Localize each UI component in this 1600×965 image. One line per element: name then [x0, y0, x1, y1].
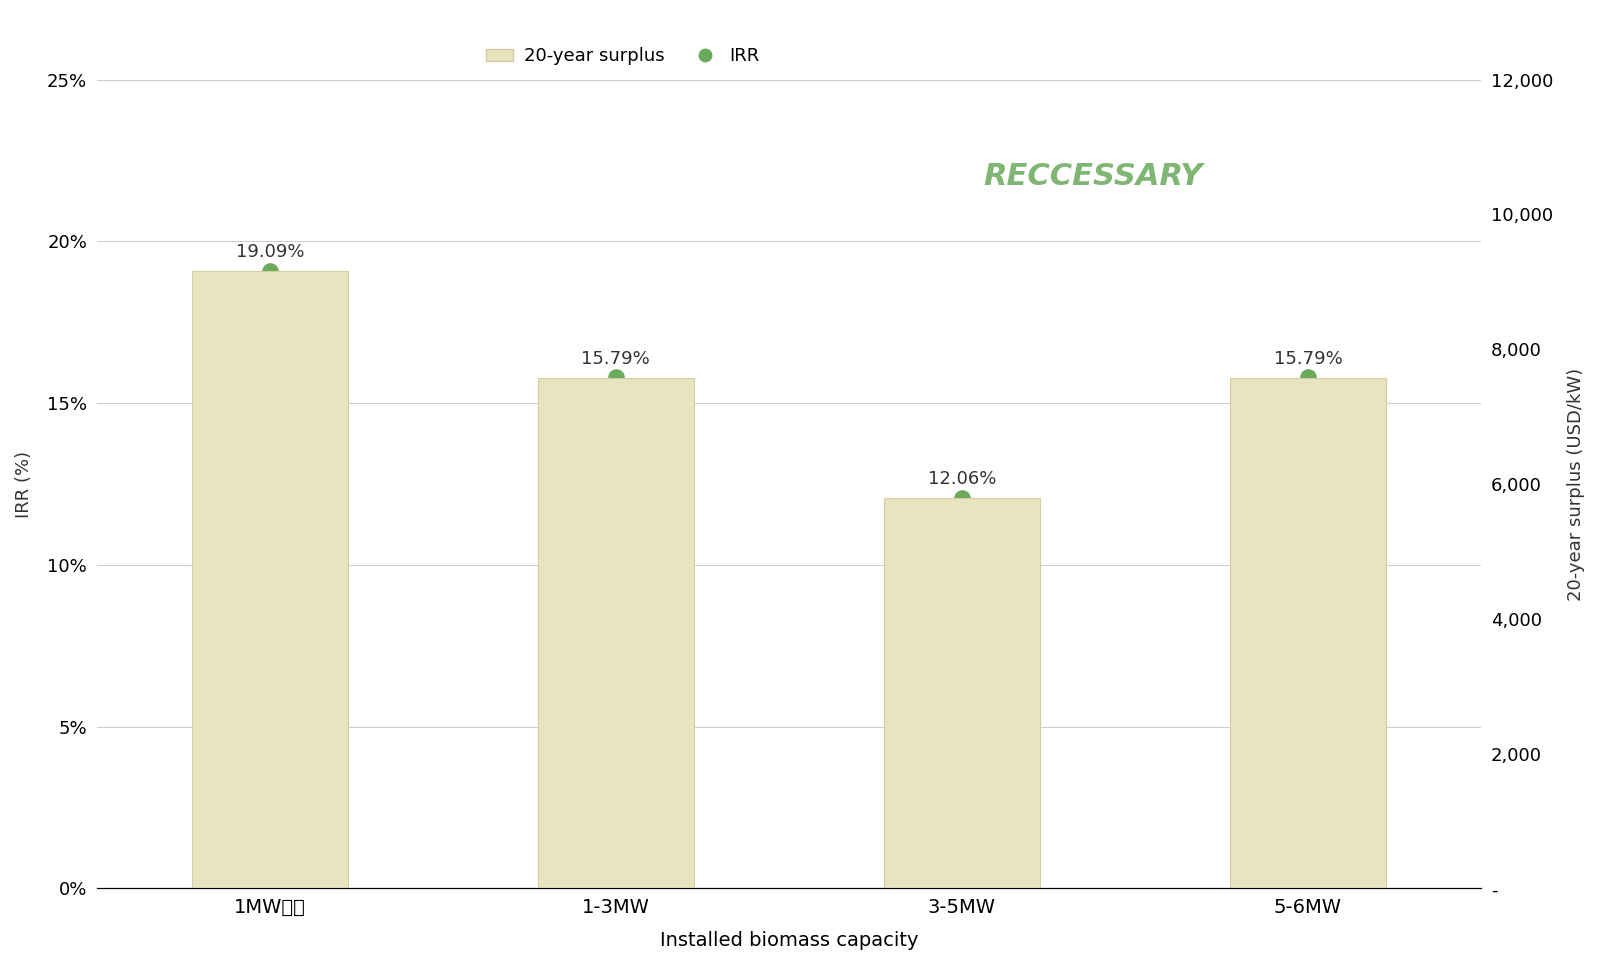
X-axis label: Installed biomass capacity: Installed biomass capacity	[659, 931, 918, 950]
Legend: 20-year surplus, IRR: 20-year surplus, IRR	[478, 40, 766, 72]
Point	[258, 263, 283, 279]
Bar	[1230, 377, 1386, 889]
Bar	[885, 498, 1040, 889]
Text: 12.06%: 12.06%	[928, 471, 997, 488]
Text: RECCESSARY: RECCESSARY	[984, 162, 1203, 191]
Bar	[192, 271, 347, 889]
Point	[1294, 370, 1320, 385]
Point	[949, 490, 974, 506]
Text: 19.09%: 19.09%	[235, 243, 304, 261]
Text: 15.79%: 15.79%	[1274, 349, 1342, 368]
Bar	[538, 377, 694, 889]
Point	[603, 370, 629, 385]
Y-axis label: 20-year surplus (USD/kW): 20-year surplus (USD/kW)	[1566, 368, 1586, 600]
Y-axis label: IRR (%): IRR (%)	[14, 451, 34, 517]
Text: 15.79%: 15.79%	[581, 349, 650, 368]
